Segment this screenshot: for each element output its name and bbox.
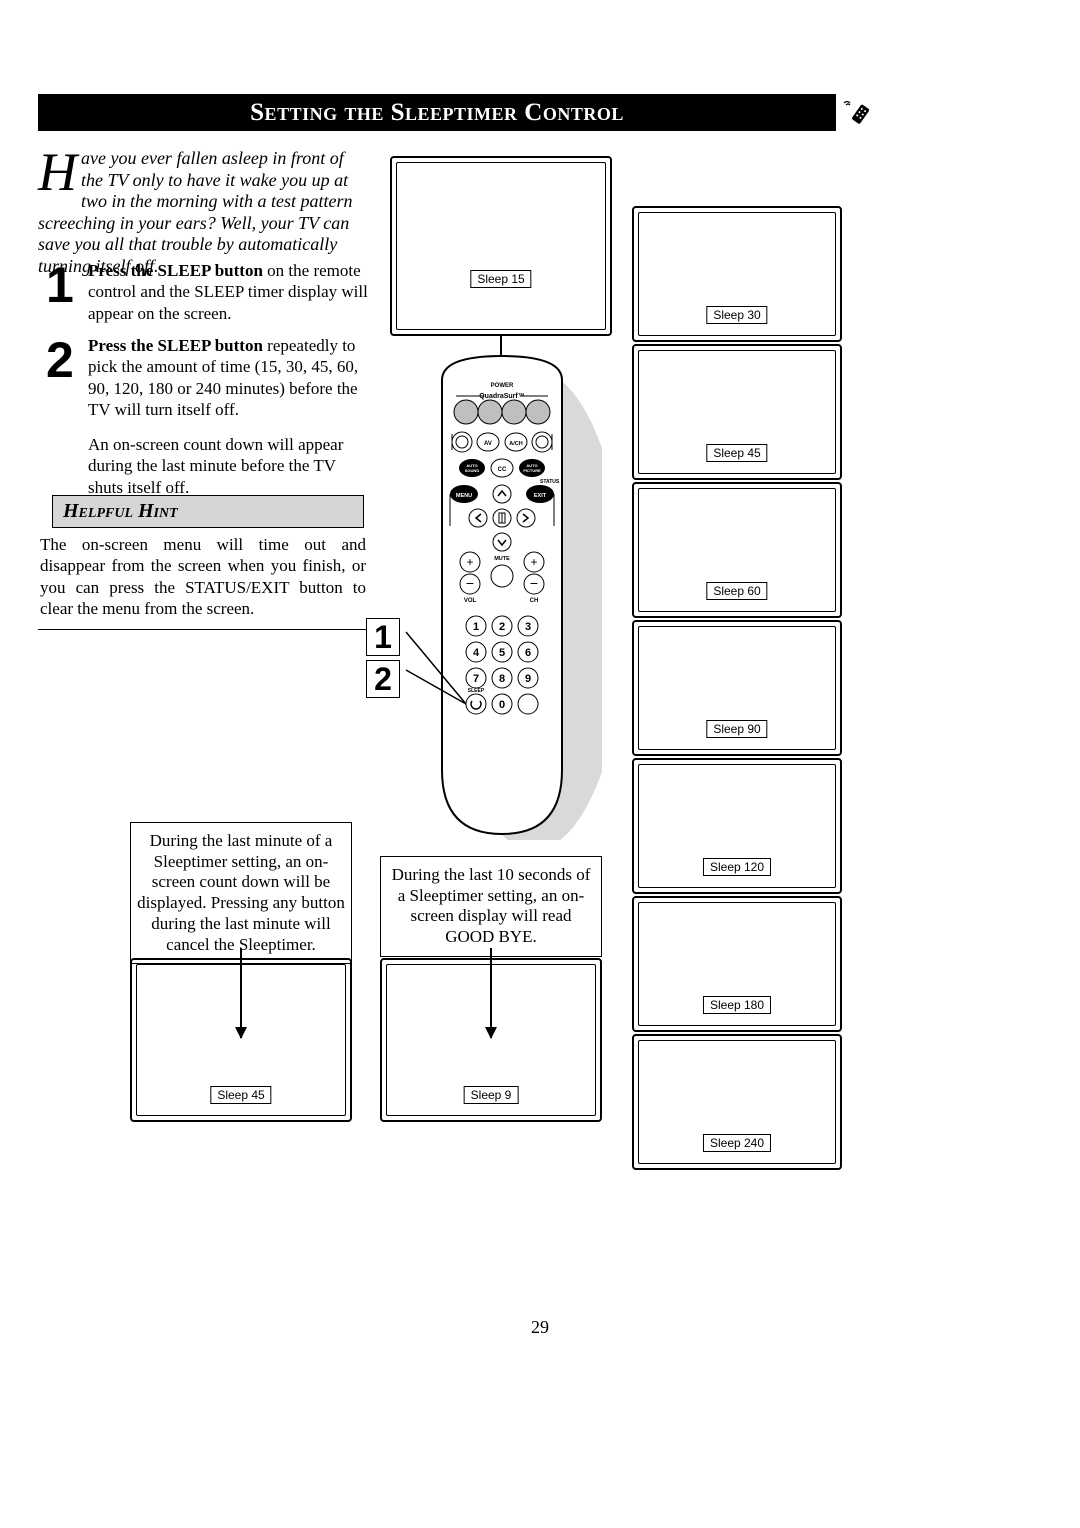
svg-text:MENU: MENU — [456, 493, 472, 499]
svg-text:PICTURE: PICTURE — [523, 468, 541, 473]
svg-text:STATUS: STATUS — [540, 479, 560, 485]
tv-bottom-right: Sleep 9 — [380, 958, 602, 1122]
dropcap: H — [38, 152, 77, 192]
tv-bottom-right-label: Sleep 9 — [464, 1086, 519, 1104]
svg-text:9: 9 — [525, 673, 531, 685]
tv-right-0-label: Sleep 30 — [706, 306, 767, 324]
svg-text:+: + — [530, 555, 537, 569]
svg-text:+: + — [466, 555, 473, 569]
tv-right-4: Sleep 120 — [632, 758, 842, 894]
step-2-bold: Press the SLEEP button — [88, 336, 263, 355]
svg-text:MUTE: MUTE — [494, 556, 510, 562]
svg-text:VOL: VOL — [464, 598, 477, 604]
remote-icon — [836, 94, 876, 131]
tv-right-0: Sleep 30 — [632, 206, 842, 342]
step-2-extra: An on-screen count down will appear duri… — [88, 434, 368, 498]
svg-text:−: − — [530, 575, 538, 591]
svg-text:0: 0 — [499, 699, 505, 711]
tv-right-4-label: Sleep 120 — [703, 858, 771, 876]
tv-bottom-left-label: Sleep 45 — [210, 1086, 271, 1104]
callout-2: 2 — [366, 660, 400, 698]
tv-right-3: Sleep 90 — [632, 620, 842, 756]
svg-text:3: 3 — [525, 621, 531, 633]
tv-right-6: Sleep 240 — [632, 1034, 842, 1170]
svg-text:7: 7 — [473, 673, 479, 685]
svg-text:4: 4 — [473, 647, 480, 659]
tv-right-1: Sleep 45 — [632, 344, 842, 480]
svg-text:8: 8 — [499, 673, 505, 685]
svg-text:SOUND: SOUND — [465, 468, 480, 473]
step-1: 1 Press the SLEEP button on the remote c… — [38, 260, 368, 324]
page-number: 29 — [0, 1317, 1080, 1338]
svg-text:A/CH: A/CH — [509, 441, 522, 447]
svg-text:1: 1 — [473, 621, 479, 633]
svg-text:2: 2 — [499, 621, 505, 633]
remote-control: 1 2 POWER QuadraSurf™ — [402, 350, 602, 840]
svg-text:6: 6 — [525, 647, 531, 659]
svg-text:SLEEP: SLEEP — [468, 688, 485, 694]
svg-text:QuadraSurf™: QuadraSurf™ — [479, 393, 525, 400]
intro-text: ave you ever fallen asleep in front of t… — [38, 148, 353, 276]
remote-callouts: 1 2 — [366, 618, 400, 702]
svg-text:−: − — [466, 575, 474, 591]
step-2-number: 2 — [46, 329, 74, 392]
step-1-number: 1 — [46, 254, 74, 317]
tv-right-5-label: Sleep 180 — [703, 996, 771, 1014]
step-1-bold: Press the SLEEP button — [88, 261, 263, 280]
helpful-hint-body: The on-screen menu will time out and dis… — [38, 528, 368, 630]
svg-text:EXIT: EXIT — [534, 493, 547, 499]
intro-paragraph: H ave you ever fallen asleep in front of… — [38, 148, 368, 278]
tv-right-6-label: Sleep 240 — [703, 1134, 771, 1152]
tv-right-1-label: Sleep 45 — [706, 444, 767, 462]
svg-text:CH: CH — [530, 598, 539, 604]
callout-1: 1 — [366, 618, 400, 656]
svg-text:5: 5 — [499, 647, 505, 659]
tv-right-2: Sleep 60 — [632, 482, 842, 618]
page: Setting the Sleeptimer Control H ave you… — [0, 0, 1080, 1528]
note-right: During the last 10 seconds of a Sleeptim… — [380, 856, 602, 957]
tv-right-2-label: Sleep 60 — [706, 582, 767, 600]
tv-right-3-label: Sleep 90 — [706, 720, 767, 738]
note-left: During the last minute of a Sleeptimer s… — [130, 822, 352, 964]
svg-text:CC: CC — [498, 467, 507, 473]
helpful-hint-title: Helpful Hint — [52, 495, 364, 528]
tv-right-5: Sleep 180 — [632, 896, 842, 1032]
tv-bottom-left: Sleep 45 — [130, 958, 352, 1122]
svg-text:POWER: POWER — [491, 383, 514, 389]
step-2: 2 Press the SLEEP button repeatedly to p… — [38, 335, 368, 498]
helpful-hint: Helpful Hint The on-screen menu will tim… — [38, 495, 368, 630]
tv-main-label: Sleep 15 — [470, 270, 531, 288]
tv-main: Sleep 15 — [390, 156, 612, 336]
page-title: Setting the Sleeptimer Control — [38, 94, 836, 131]
svg-text:AV: AV — [484, 441, 492, 447]
